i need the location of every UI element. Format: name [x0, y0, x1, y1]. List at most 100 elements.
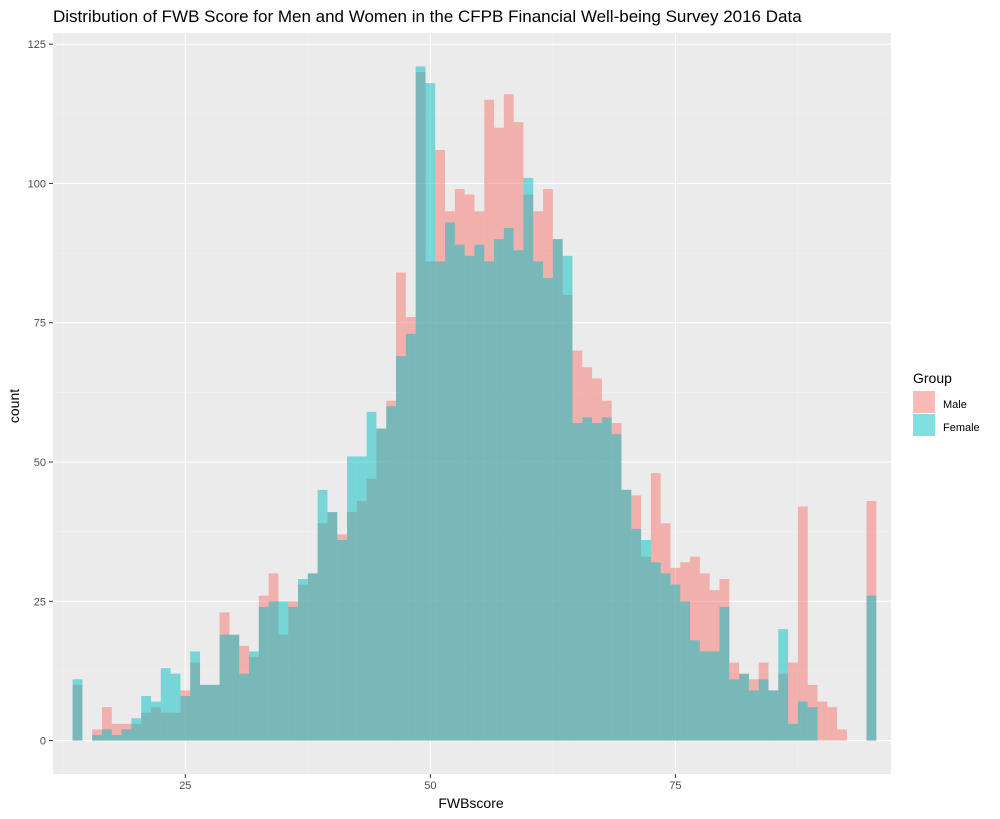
female-bar: [268, 601, 279, 741]
female-series-bars: [72, 66, 877, 741]
y-axis-title: count: [6, 389, 22, 423]
female-bar: [778, 629, 789, 741]
female-bar: [366, 411, 377, 741]
female-bar: [592, 423, 602, 741]
female-bar: [709, 651, 720, 741]
y-tick-label: 0: [40, 736, 46, 748]
female-bar: [160, 668, 171, 741]
female-bar: [278, 601, 289, 741]
female-bar: [229, 634, 240, 741]
female-bar: [200, 684, 210, 741]
female-bar: [376, 428, 387, 741]
female-bar: [797, 701, 808, 741]
female-bar: [121, 729, 132, 741]
female-bar: [425, 83, 436, 741]
female-bar: [131, 718, 142, 741]
female-bar: [141, 696, 152, 741]
female-bar: [788, 723, 798, 741]
x-axis-title: FWBscore: [438, 795, 504, 811]
female-bar: [513, 250, 524, 741]
female-bar: [239, 673, 250, 741]
legend-key-male: [913, 391, 935, 413]
female-bar: [572, 423, 583, 741]
male-bar: [797, 506, 808, 741]
female-bar: [582, 417, 593, 741]
female-bar: [474, 244, 485, 741]
legend: Group Male Female: [913, 370, 980, 436]
female-bar: [464, 255, 475, 741]
female-bar: [396, 356, 406, 741]
male-bar: [102, 707, 112, 741]
female-bar: [562, 255, 573, 741]
female-bar: [190, 651, 201, 741]
male-bar: [827, 707, 838, 741]
female-bar: [621, 489, 632, 741]
female-bar: [180, 696, 191, 741]
female-bar: [650, 562, 661, 741]
female-bar: [386, 406, 397, 741]
y-axis-ticks: 0 25 50 75 100 125: [28, 39, 53, 748]
female-bar: [102, 729, 112, 741]
x-axis-ticks: 25 50 75: [179, 774, 681, 792]
female-bar: [611, 434, 622, 741]
female-bar: [641, 540, 651, 741]
female-bar: [249, 651, 259, 741]
female-bar: [72, 679, 83, 741]
female-bar: [729, 679, 740, 741]
female-bar: [503, 228, 514, 741]
y-tick-label: 100: [28, 178, 46, 190]
female-bar: [307, 573, 318, 741]
female-bar: [748, 690, 759, 741]
male-bar: [837, 729, 847, 741]
female-bar: [699, 651, 710, 741]
y-tick-label: 50: [34, 457, 46, 469]
female-bar: [631, 528, 642, 741]
female-bar: [327, 512, 338, 741]
female-bar: [317, 489, 328, 741]
female-bar: [543, 278, 553, 741]
male-bar: [788, 662, 798, 741]
female-bar: [758, 679, 769, 741]
female-bar: [523, 177, 534, 741]
legend-title: Group: [913, 370, 952, 386]
female-bar: [92, 735, 103, 741]
female-bar: [347, 456, 357, 741]
female-bar: [356, 456, 367, 741]
female-bar: [151, 701, 161, 741]
female-bar: [111, 735, 122, 741]
legend-key-female: [913, 414, 935, 436]
x-tick-label: 50: [424, 780, 436, 792]
y-tick-label: 125: [28, 39, 46, 51]
chart-title: Distribution of FWB Score for Men and Wo…: [53, 7, 802, 26]
female-bar: [415, 66, 426, 741]
legend-label-female: Female: [943, 422, 980, 434]
female-bar: [601, 417, 612, 741]
female-bar: [209, 684, 220, 741]
female-bar: [494, 239, 504, 741]
y-tick-label: 75: [34, 318, 46, 330]
female-bar: [445, 222, 455, 741]
female-bar: [660, 573, 671, 741]
legend-label-male: Male: [943, 399, 967, 411]
female-bar: [807, 707, 818, 741]
x-tick-label: 75: [669, 780, 681, 792]
female-bar: [219, 634, 230, 741]
female-bar: [552, 239, 563, 741]
female-bar: [680, 601, 691, 741]
female-bar: [337, 540, 348, 741]
female-bar: [298, 579, 308, 741]
female-bar: [258, 606, 269, 741]
female-bar: [866, 595, 877, 741]
x-tick-label: 25: [179, 780, 191, 792]
female-bar: [288, 606, 299, 741]
female-bar: [719, 606, 730, 741]
female-bar: [690, 640, 700, 741]
female-bar: [768, 690, 779, 741]
y-tick-label: 25: [34, 596, 46, 608]
female-bar: [533, 261, 544, 741]
female-bar: [435, 261, 446, 741]
female-bar: [484, 261, 495, 741]
female-bar: [739, 673, 749, 741]
male-bar: [111, 723, 122, 741]
